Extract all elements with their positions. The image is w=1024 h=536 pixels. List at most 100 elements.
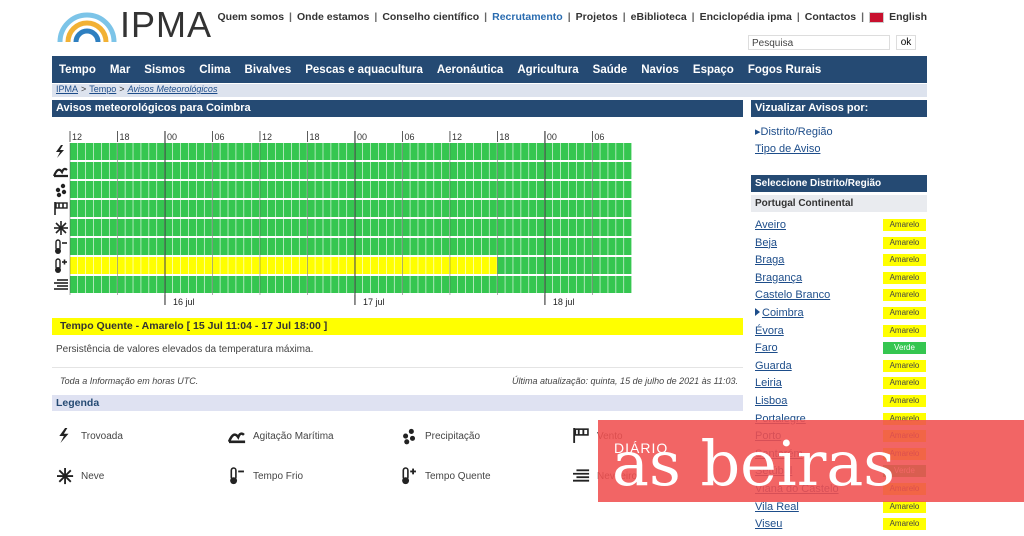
hour-cell xyxy=(236,181,244,198)
hour-cell xyxy=(576,162,584,179)
top-link[interactable]: Projetos xyxy=(575,11,618,23)
hour-cell xyxy=(70,143,78,160)
district-link[interactable]: Lisboa xyxy=(755,395,788,407)
top-link[interactable]: Recrutamento xyxy=(492,11,563,23)
hour-cell xyxy=(291,181,299,198)
hour-cell xyxy=(70,276,78,293)
hour-cell xyxy=(85,181,94,198)
district-link[interactable]: Castelo Branco xyxy=(755,289,831,302)
district-link[interactable]: Bragança xyxy=(755,271,803,284)
hour-cell xyxy=(410,162,418,179)
hour-cell xyxy=(228,143,236,160)
top-link[interactable]: Quem somos xyxy=(217,11,285,23)
district-link[interactable]: Leiria xyxy=(755,377,782,390)
district-link[interactable]: Guarda xyxy=(755,359,792,372)
district-level: Amarelo xyxy=(883,271,926,284)
hour-cell xyxy=(180,162,189,179)
nav-item[interactable]: Pescas e aquacultura xyxy=(305,63,423,76)
main-nav: Tempo Mar Sismos Clima Bivalves Pescas e aqua… xyxy=(52,56,927,83)
nav-item[interactable]: Fogos Rurais xyxy=(747,63,822,76)
district-link[interactable]: Aveiro xyxy=(755,219,786,231)
legend-label: Trovoada xyxy=(81,431,123,442)
view-option-text[interactable]: Distrito/Região xyxy=(760,126,833,138)
nav-item[interactable]: Aeronáutica xyxy=(436,63,504,76)
district-link[interactable]: Viseu xyxy=(755,518,783,531)
hour-cell xyxy=(307,276,315,293)
nav-item[interactable]: Bivalves xyxy=(244,63,292,76)
view-option[interactable]: Tipo de Aviso xyxy=(755,143,821,155)
nav-item[interactable]: Clima xyxy=(199,63,231,76)
nav-item[interactable]: Navios xyxy=(641,63,679,76)
nav-item[interactable]: Sismos xyxy=(144,63,186,76)
top-link[interactable]: Conselho científico xyxy=(382,11,480,23)
hour-cell xyxy=(125,257,133,274)
hour-cell xyxy=(600,143,608,160)
hour-cell xyxy=(157,257,165,274)
nav-item[interactable]: Saúde xyxy=(592,63,628,76)
hour-cell xyxy=(386,162,394,179)
nav-item[interactable]: Tempo xyxy=(59,63,96,76)
hour-cell xyxy=(584,219,592,236)
hour-label: 18 xyxy=(499,132,509,142)
district-link[interactable]: Coimbra xyxy=(762,307,804,319)
hour-cell xyxy=(196,219,204,236)
top-link[interactable]: Contactos xyxy=(804,11,857,23)
hour-cell xyxy=(513,162,521,179)
hour-cell xyxy=(394,276,402,293)
hour-cell xyxy=(204,200,212,217)
search-button[interactable]: ok xyxy=(896,35,916,50)
search-input[interactable]: Pesquisa xyxy=(748,35,890,50)
hour-cell xyxy=(220,162,228,179)
hour-cell xyxy=(180,143,189,160)
district-link[interactable]: Braga xyxy=(755,254,785,267)
top-link[interactable]: Onde estamos xyxy=(297,11,370,23)
hour-label: 00 xyxy=(547,132,557,142)
hour-cell xyxy=(331,219,339,236)
hour-cell xyxy=(283,257,292,274)
hour-cell xyxy=(141,200,149,217)
nav-item[interactable]: Agricultura xyxy=(517,63,579,76)
hour-cell xyxy=(228,257,236,274)
hour-cell xyxy=(592,238,600,255)
nav-item[interactable]: Mar xyxy=(109,63,131,76)
top-link[interactable]: Enciclopédia ipma xyxy=(699,11,792,23)
hour-cell xyxy=(315,181,323,198)
hour-cell xyxy=(489,143,497,160)
hour-cell xyxy=(410,200,418,217)
view-option[interactable]: ▸Distrito/Região xyxy=(755,126,833,138)
hour-cell xyxy=(592,143,600,160)
hour-cell xyxy=(402,162,410,179)
hour-cell xyxy=(188,181,197,198)
hour-cell xyxy=(473,143,482,160)
hour-cell xyxy=(449,257,458,274)
hour-cell xyxy=(616,200,624,217)
hour-cell xyxy=(426,219,434,236)
crumb-link[interactable]: IPMA xyxy=(56,84,79,94)
hour-cell xyxy=(529,181,537,198)
hour-cell xyxy=(283,143,292,160)
hour-cell xyxy=(164,162,173,179)
crumb-link[interactable]: Avisos Meteorológicos xyxy=(127,84,218,94)
district-link[interactable]: Vila Real xyxy=(755,500,799,513)
hour-cell xyxy=(560,257,569,274)
top-link[interactable]: eBiblioteca xyxy=(630,11,687,23)
hour-cell xyxy=(592,200,600,217)
hour-cell xyxy=(473,162,482,179)
icon-shape xyxy=(55,202,68,209)
district-link[interactable]: Faro xyxy=(755,342,778,355)
icon-shape xyxy=(574,428,589,436)
hour-cell xyxy=(362,200,371,217)
hour-cell xyxy=(529,276,537,293)
hour-cell xyxy=(521,162,529,179)
hour-cell xyxy=(331,276,339,293)
hour-cell xyxy=(212,238,220,255)
crumb-link[interactable]: Tempo xyxy=(89,84,117,94)
hour-cell xyxy=(236,238,244,255)
nav-item[interactable]: Espaço xyxy=(692,63,734,76)
district-link[interactable]: Évora xyxy=(755,324,784,337)
hour-label: 12 xyxy=(72,132,82,142)
top-link[interactable]: English xyxy=(889,11,927,23)
hour-cell xyxy=(299,219,307,236)
district-link[interactable]: Beja xyxy=(755,236,778,249)
hour-cell xyxy=(362,162,371,179)
